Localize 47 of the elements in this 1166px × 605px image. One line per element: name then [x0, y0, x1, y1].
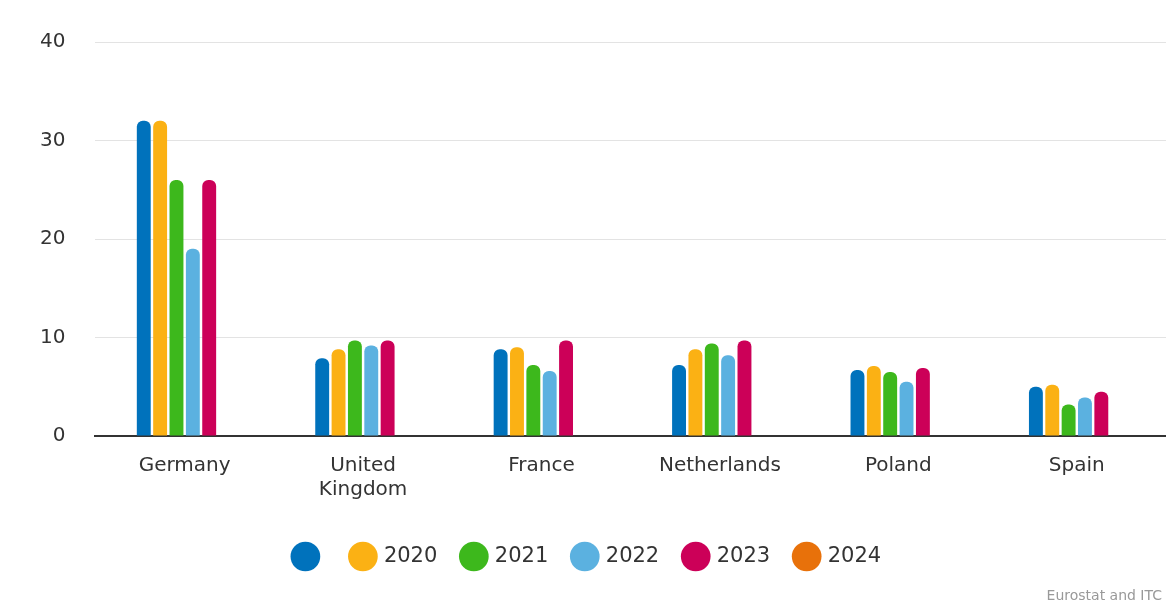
legend-label: 2022	[605, 542, 660, 567]
bar	[1045, 384, 1060, 436]
bar	[202, 179, 217, 436]
bar	[169, 179, 184, 436]
bar	[347, 340, 362, 436]
legend-label: 2023	[716, 542, 771, 567]
x-tick-label: Netherlands	[658, 452, 781, 477]
y-tick-label: 10	[40, 323, 66, 348]
bar	[380, 340, 395, 436]
bar	[315, 358, 330, 436]
bar	[542, 370, 557, 436]
bar	[510, 347, 524, 436]
bar	[526, 365, 541, 436]
x-tick-label: Poland	[864, 452, 932, 477]
y-tick-label: 40	[40, 28, 66, 53]
bar	[850, 370, 865, 436]
bar	[153, 120, 168, 436]
bar	[1094, 391, 1109, 436]
x-tick-label: Germany	[138, 452, 231, 477]
bar	[737, 340, 752, 436]
bar	[688, 349, 703, 436]
legend-label: 2021	[494, 542, 549, 567]
bar	[704, 343, 719, 436]
bar	[331, 349, 346, 436]
legend-label: 2024	[827, 542, 882, 567]
y-tick-label: 0	[52, 422, 66, 447]
bar	[672, 365, 686, 436]
bar	[1078, 397, 1092, 436]
legend-label: 2020	[383, 542, 438, 567]
text: Eurostat and ITC	[1046, 586, 1163, 603]
x-tick-label: Spain	[1048, 452, 1105, 477]
y-tick-label: 30	[40, 126, 66, 151]
bar	[1061, 404, 1076, 436]
bar	[364, 345, 379, 436]
bar	[136, 120, 151, 436]
bar	[883, 371, 898, 436]
bar	[915, 368, 930, 436]
bar	[721, 355, 736, 436]
x-tick-label: France	[508, 452, 575, 477]
bar	[185, 248, 200, 436]
bar	[493, 349, 508, 436]
x-tick-label: United Kingdom	[318, 452, 408, 501]
bar	[1028, 386, 1043, 436]
bar	[899, 381, 914, 436]
bar	[866, 366, 881, 436]
bar	[559, 340, 573, 436]
y-tick-label: 20	[40, 225, 66, 250]
